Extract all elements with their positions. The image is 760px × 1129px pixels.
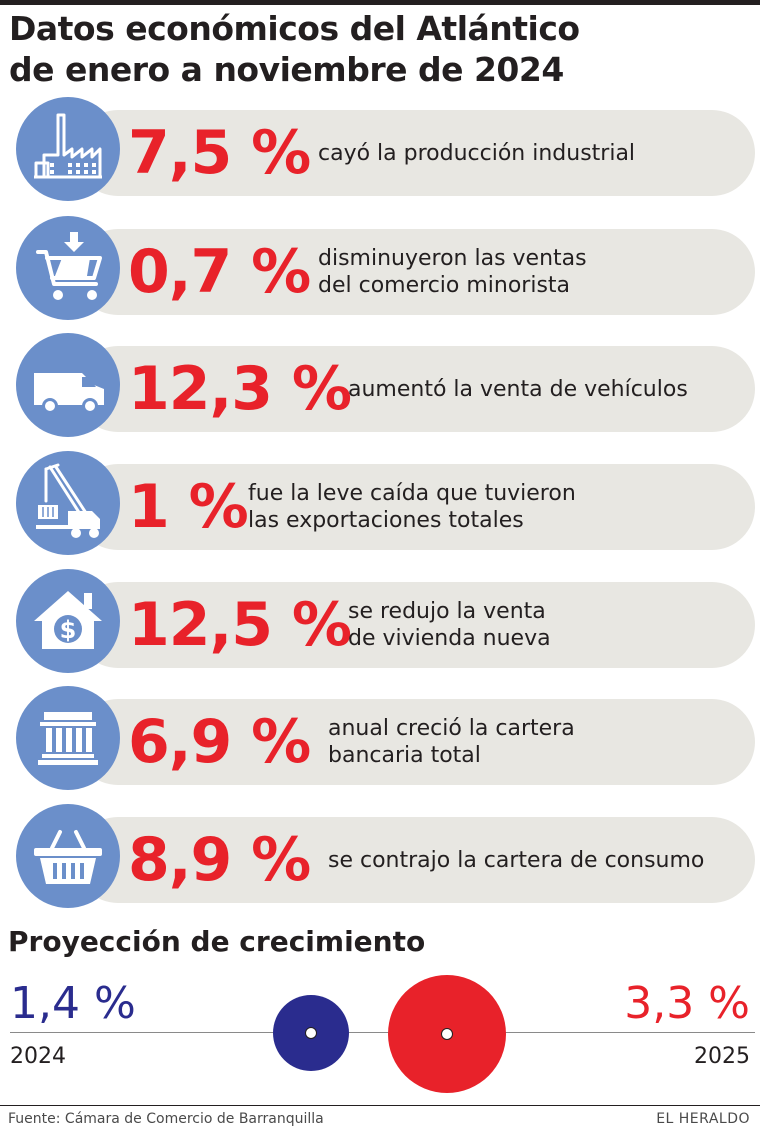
indicator-pill — [75, 229, 755, 315]
page-title: Datos económicos del Atlántico de enero … — [9, 8, 580, 90]
indicator-value: 1 % — [128, 472, 249, 542]
description-line: se contrajo la cartera de consumo — [328, 847, 705, 873]
description-line: fue la leve caída que tuvieron — [248, 481, 576, 506]
indicator-row: 12,3 % aumentó la venta de vehículos — [0, 324, 760, 442]
source-credit: Fuente: Cámara de Comercio de Barranquil… — [8, 1111, 324, 1127]
basket-icon — [16, 804, 120, 908]
description-line: de vivienda nueva — [348, 626, 551, 651]
brand-credit: EL HERALDO — [656, 1111, 750, 1127]
projection-year-2025: 2025 — [694, 1044, 750, 1069]
indicator-row: 6,9 % anual creció la cartera bancaria t… — [0, 677, 760, 795]
shopping-cart-icon — [16, 216, 120, 320]
indicator-row: $ 12,5 % se redujo la venta de vivienda … — [0, 560, 760, 678]
projection-circle-2025 — [388, 975, 506, 1093]
title-line-1: Datos económicos del Atlántico — [9, 9, 580, 48]
indicator-pill — [75, 464, 755, 550]
projection-year-2024: 2024 — [10, 1044, 66, 1069]
indicator-value: 12,5 % — [128, 590, 352, 660]
description-line: cayó la producción industrial — [318, 140, 636, 166]
description-line: aumentó la venta de vehículos — [348, 376, 688, 402]
indicator-pill — [75, 699, 755, 785]
van-icon — [16, 333, 120, 437]
indicator-value: 6,9 % — [128, 707, 311, 777]
projection-value-2024: 1,4 % — [10, 978, 136, 1029]
house-dollar-icon: $ — [16, 569, 120, 673]
bank-icon — [16, 686, 120, 790]
projection-value-2025: 3,3 % — [624, 978, 750, 1029]
center-dot — [441, 1028, 453, 1040]
footer-rule — [0, 1105, 760, 1106]
factory-icon — [16, 97, 120, 201]
description-line: bancaria total — [328, 743, 481, 768]
timeline-axis — [10, 1032, 755, 1033]
title-line-2: de enero a noviembre de 2024 — [9, 50, 564, 89]
crane-truck-icon — [16, 451, 120, 555]
indicator-pill — [75, 817, 755, 903]
indicator-description: se contrajo la cartera de consumo — [328, 816, 704, 904]
indicator-description: disminuyeron las ventas del comercio min… — [318, 228, 587, 316]
indicator-description: cayó la producción industrial — [318, 109, 635, 197]
indicator-pill — [75, 582, 755, 668]
description-line: las exportaciones totales — [248, 508, 524, 533]
indicator-row: 7,5 % cayó la producción industrial — [0, 88, 760, 206]
description-line: disminuyeron las ventas — [318, 246, 587, 271]
indicator-description: se redujo la venta de vivienda nueva — [348, 581, 551, 669]
description-line: anual creció la cartera — [328, 716, 575, 741]
indicator-value: 8,9 % — [128, 825, 311, 895]
indicator-row: 0,7 % disminuyeron las ventas del comerc… — [0, 207, 760, 325]
indicator-pill — [75, 346, 755, 432]
description-line: se redujo la venta — [348, 599, 546, 624]
projection-circle-2024 — [273, 995, 349, 1071]
indicator-description: anual creció la cartera bancaria total — [328, 698, 575, 786]
projection-title: Proyección de crecimiento — [8, 925, 426, 958]
indicator-row: 8,9 % se contrajo la cartera de consumo — [0, 795, 760, 913]
svg-text:$: $ — [60, 616, 77, 644]
indicator-value: 12,3 % — [128, 354, 352, 424]
description-line: del comercio minorista — [318, 273, 571, 298]
center-dot — [305, 1027, 317, 1039]
indicator-value: 7,5 % — [128, 118, 311, 188]
indicator-description: fue la leve caída que tuvieron las expor… — [248, 463, 576, 551]
indicator-value: 0,7 % — [128, 237, 311, 307]
indicator-row: 1 % fue la leve caída que tuvieron las e… — [0, 442, 760, 560]
indicator-description: aumentó la venta de vehículos — [348, 345, 688, 433]
top-rule — [0, 0, 760, 5]
indicator-pill — [75, 110, 755, 196]
